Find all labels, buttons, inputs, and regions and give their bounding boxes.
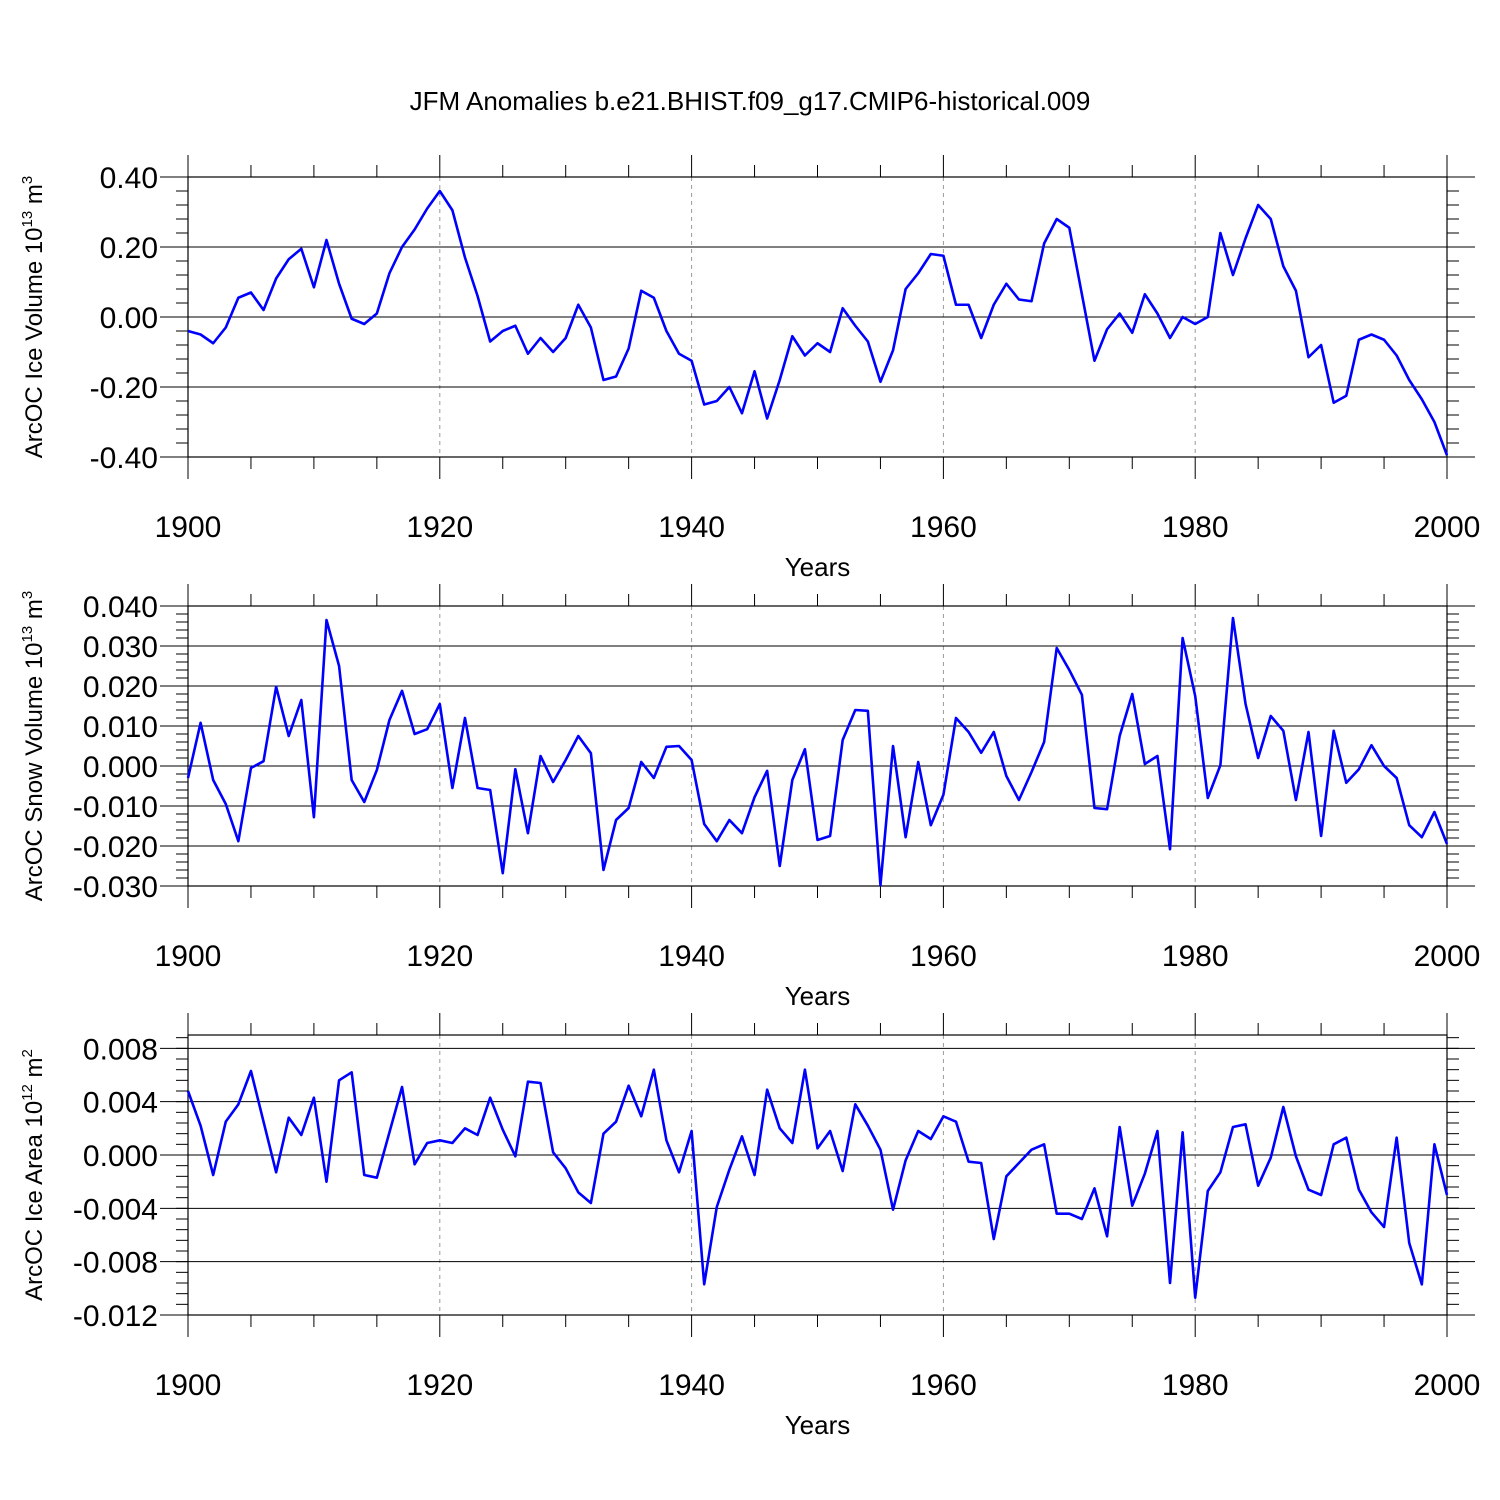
chart-panel-ice-volume: 0.40 0.20 0.00 -0.20 -0.40 1900 1920 1940 1960 19… (19, 155, 1480, 582)
ytick-label: -0.012 (73, 1300, 158, 1333)
xtick-label: 1940 (658, 511, 725, 544)
ytick-label: -0.40 (90, 442, 158, 475)
xtick-label: 1900 (155, 1369, 222, 1402)
xtick-label: 1920 (406, 940, 473, 973)
xtick-label: 1960 (910, 1369, 977, 1402)
ytick-label: -0.004 (73, 1193, 158, 1226)
ytick-label: 0.000 (83, 751, 158, 784)
ytick-label: 0.008 (83, 1033, 158, 1066)
xtick-label: 1960 (910, 511, 977, 544)
chart-panel-ice-area: 0.008 0.004 0.000 -0.004 -0.008 -0.012 1900 192… (19, 1013, 1480, 1440)
xtick-label: 1900 (155, 511, 222, 544)
xtick-label: 1920 (406, 511, 473, 544)
ytick-label: 0.030 (83, 631, 158, 664)
series-line-snow-volume (186, 616, 1449, 887)
ytick-label: 0.00 (100, 302, 158, 335)
ytick-label: -0.010 (73, 791, 158, 824)
xtick-label: 2000 (1414, 1369, 1481, 1402)
xtick-label: 2000 (1414, 940, 1481, 973)
plot-frame (187, 1034, 1448, 1316)
ytick-label: 0.004 (83, 1087, 158, 1120)
y-axis-label: ArcOC Snow Volume 1013 m3 (19, 591, 48, 902)
ytick-label: 0.20 (100, 232, 158, 265)
xtick-label: 1980 (1162, 1369, 1229, 1402)
xtick-label: 2000 (1414, 511, 1481, 544)
series-line-ice-area (186, 1068, 1449, 1299)
y-axis-label: ArcOC Ice Area 1012 m2 (19, 1049, 48, 1301)
ytick-label: -0.020 (73, 831, 158, 864)
ytick-label: -0.20 (90, 372, 158, 405)
y-axis-label: ArcOC Ice Volume 1013 m3 (19, 176, 48, 458)
chart-panels: 0.40 0.20 0.00 -0.20 -0.40 1900 1920 1940 1960 19… (19, 155, 1480, 1440)
xtick-label: 1960 (910, 940, 977, 973)
xtick-label: 1940 (658, 1369, 725, 1402)
xtick-label: 1900 (155, 940, 222, 973)
chart-panel-snow-volume: 0.040 0.030 0.020 0.010 0.000 -0.010 -0.020 -0.… (19, 584, 1480, 1011)
ytick-label: 0.40 (100, 162, 158, 195)
ytick-label: 0.020 (83, 671, 158, 704)
xtick-label: 1940 (658, 940, 725, 973)
plot-frame (187, 605, 1448, 887)
x-axis-label: Years (785, 552, 851, 582)
ytick-label: -0.008 (73, 1247, 158, 1280)
ytick-label: 0.000 (83, 1140, 158, 1173)
x-axis-label: Years (785, 981, 851, 1011)
ytick-label: 0.040 (83, 591, 158, 624)
xtick-label: 1920 (406, 1369, 473, 1402)
x-axis-label: Years (785, 1410, 851, 1440)
xtick-label: 1980 (1162, 511, 1229, 544)
figure-title: JFM Anomalies b.e21.BHIST.f09_g17.CMIP6-… (410, 86, 1091, 116)
ytick-label: -0.030 (73, 871, 158, 904)
ytick-label: 0.010 (83, 711, 158, 744)
series-line-ice-volume (187, 189, 1449, 456)
xtick-label: 1980 (1162, 940, 1229, 973)
plot-frame (187, 176, 1448, 458)
